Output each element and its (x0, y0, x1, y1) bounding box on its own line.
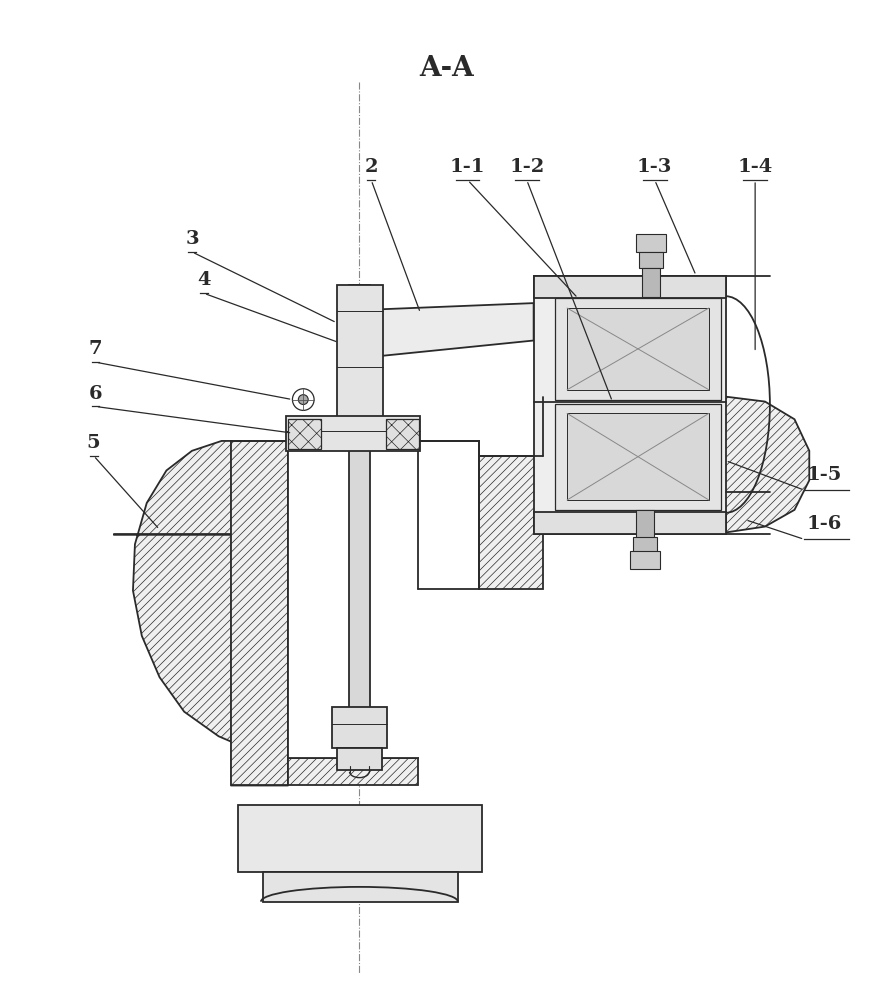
Bar (337, 748, 382, 770)
Text: 1-1: 1-1 (450, 158, 485, 176)
Bar (642, 268, 660, 297)
Polygon shape (288, 758, 418, 785)
Text: 6: 6 (89, 385, 102, 403)
Circle shape (299, 395, 308, 405)
Bar (285, 416, 420, 451)
Bar (639, 252, 662, 268)
Bar (555, 298, 721, 400)
Text: 7: 7 (89, 340, 102, 358)
Bar (349, 285, 370, 758)
Bar (386, 419, 419, 449)
Bar (263, 872, 458, 902)
Polygon shape (544, 397, 809, 532)
Text: 2: 2 (365, 158, 378, 176)
Polygon shape (232, 441, 288, 785)
Text: 3: 3 (185, 230, 198, 248)
Bar (239, 805, 483, 872)
Polygon shape (114, 441, 288, 785)
Bar (332, 707, 387, 748)
Bar (337, 285, 383, 436)
Text: 4: 4 (197, 271, 211, 289)
Text: 5: 5 (87, 434, 100, 452)
Text: 1-3: 1-3 (637, 158, 672, 176)
Bar (567, 413, 709, 500)
Bar (534, 276, 726, 534)
Bar (555, 404, 721, 510)
Text: A-A: A-A (419, 55, 475, 82)
Bar (636, 510, 654, 539)
Text: 1-5: 1-5 (806, 466, 842, 484)
Bar (288, 419, 321, 449)
Bar (534, 512, 726, 534)
Bar (630, 551, 660, 569)
Circle shape (292, 389, 314, 410)
Bar (636, 234, 665, 252)
Bar (288, 441, 418, 758)
Polygon shape (339, 303, 534, 360)
Bar (633, 537, 657, 553)
Polygon shape (418, 441, 544, 589)
Text: 1-2: 1-2 (509, 158, 544, 176)
Text: 1-6: 1-6 (806, 515, 842, 533)
Bar (534, 276, 726, 298)
Text: 1-4: 1-4 (738, 158, 772, 176)
Bar (567, 308, 709, 390)
